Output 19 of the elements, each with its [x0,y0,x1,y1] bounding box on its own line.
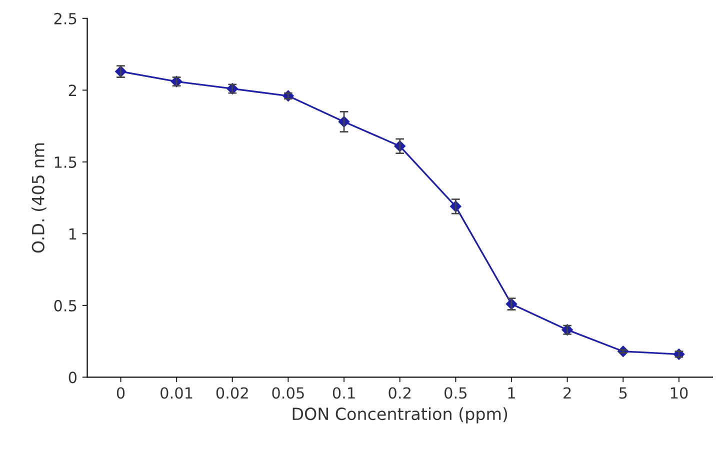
y-tick-label: 0 [68,372,77,384]
x-tick-label: 0.2 [388,387,410,399]
y-tick-label: 2 [68,84,76,96]
x-tick-label: 0.5 [444,387,466,399]
y-tick-label: 1.5 [54,156,76,168]
x-tick-label: 1 [508,387,515,399]
y-tick-label: 0.5 [54,300,76,312]
x-tick-label: 10 [670,387,688,399]
x-axis-title: DON Concentration (ppm) [292,407,508,424]
y-axis-title: O.D. (405 nm [32,143,46,253]
x-tick-label: 0.1 [332,387,355,399]
y-tick-label: 2.5 [54,12,76,24]
x-tick-label: 0.02 [216,387,248,399]
y-tick-label: 1 [69,228,76,240]
x-tick-label: 0.05 [272,387,304,399]
x-tick-label: 2 [564,387,571,399]
x-tick-label: 5 [619,387,627,399]
x-tick-label: 0.01 [160,387,192,399]
x-tick-label: 0 [116,387,125,399]
